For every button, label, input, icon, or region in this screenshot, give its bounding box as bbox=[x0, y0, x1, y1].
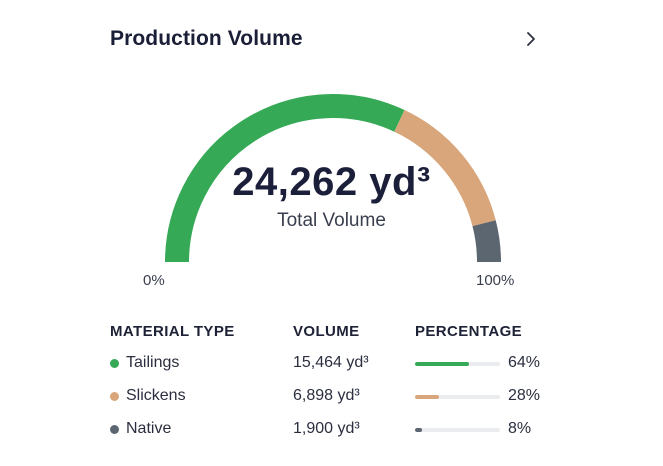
header-volume: VOLUME bbox=[293, 323, 360, 340]
legend-dot-slickens bbox=[110, 392, 119, 401]
table-row-native: Native 1,900 yd³ 8% bbox=[0, 418, 663, 442]
gauge-segment-tailings bbox=[165, 94, 405, 263]
material-percentage: 28% bbox=[508, 387, 541, 404]
card-title: Production Volume bbox=[110, 27, 303, 50]
material-percentage: 8% bbox=[508, 420, 532, 437]
material-volume: 15,464 yd³ bbox=[293, 354, 369, 371]
header-material-type: MATERIAL TYPE bbox=[110, 323, 235, 340]
gauge-min-label: 0% bbox=[143, 272, 165, 289]
volume-gauge bbox=[165, 94, 501, 263]
header-percentage: PERCENTAGE bbox=[415, 323, 523, 340]
gauge-segment-native bbox=[472, 220, 501, 263]
legend-dot-tailings bbox=[110, 359, 119, 368]
table-row-tailings: Tailings 15,464 yd³ 64% bbox=[0, 352, 663, 376]
percentage-bar bbox=[415, 362, 500, 366]
legend-dot-native bbox=[110, 425, 119, 434]
material-name: Slickens bbox=[126, 387, 186, 404]
percentage-bar-fill bbox=[415, 428, 422, 432]
gauge-max-label: 100% bbox=[476, 272, 515, 289]
material-volume: 6,898 yd³ bbox=[293, 387, 360, 404]
percentage-bar-fill bbox=[415, 395, 439, 399]
chevron-right-icon[interactable] bbox=[520, 28, 542, 50]
material-name: Tailings bbox=[126, 354, 180, 371]
total-volume-label: Total Volume bbox=[277, 210, 386, 231]
material-volume: 1,900 yd³ bbox=[293, 420, 360, 437]
percentage-bar bbox=[415, 395, 500, 399]
total-volume-value: 24,262 yd³ bbox=[232, 160, 431, 204]
table-row-slickens: Slickens 6,898 yd³ 28% bbox=[0, 385, 663, 409]
material-percentage: 64% bbox=[508, 354, 541, 371]
gauge-segment-slickens bbox=[394, 109, 496, 227]
percentage-bar-fill bbox=[415, 362, 470, 366]
material-name: Native bbox=[126, 420, 172, 437]
percentage-bar bbox=[415, 428, 500, 432]
